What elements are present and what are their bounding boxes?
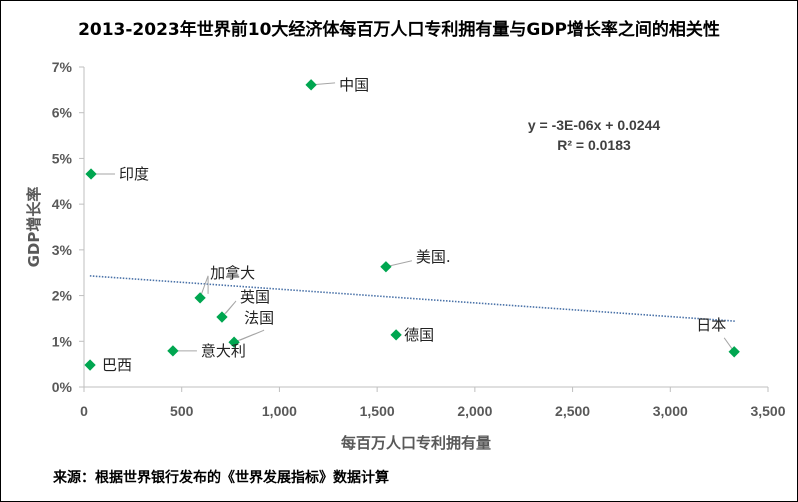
point-label: 英国 xyxy=(240,288,270,306)
x-tick-label: 1,500 xyxy=(360,403,395,419)
y-tick-label: 0% xyxy=(52,379,73,395)
data-point xyxy=(390,329,402,341)
point-label: 意大利 xyxy=(201,342,246,360)
data-point xyxy=(85,168,97,180)
y-tick-label: 4% xyxy=(52,196,73,212)
x-tick-label: 2,500 xyxy=(555,403,590,419)
trendline-equation: y = -3E-06x + 0.0244 xyxy=(528,117,661,133)
x-tick-label: 3,500 xyxy=(750,403,785,419)
y-tick-label: 7% xyxy=(52,59,73,75)
x-axis-label: 每百万人口专利拥有量 xyxy=(341,434,491,452)
data-point xyxy=(167,345,179,357)
y-axis-label: GDP增长率 xyxy=(25,187,43,268)
data-point xyxy=(194,292,206,304)
data-point xyxy=(216,311,228,323)
point-label: 日本 xyxy=(696,316,726,334)
y-tick-label: 6% xyxy=(52,105,73,121)
point-label: 美国. xyxy=(416,248,451,266)
y-tick-label: 3% xyxy=(52,242,73,258)
y-tick-label: 1% xyxy=(52,333,73,349)
data-point xyxy=(380,261,392,273)
leader-line xyxy=(221,300,237,318)
point-label: 印度 xyxy=(119,165,149,183)
point-label: 法国 xyxy=(244,309,274,327)
leader-line xyxy=(199,275,209,299)
x-tick-label: 2,000 xyxy=(457,403,492,419)
data-point xyxy=(84,359,96,371)
chart-title: 2013-2023年世界前10大经济体每百万人口专利拥有量与GDP增长率之间的相… xyxy=(78,20,720,40)
point-label: 德国 xyxy=(404,326,434,344)
data-point xyxy=(305,79,317,91)
x-tick-label: 500 xyxy=(170,403,194,419)
y-tick-label: 5% xyxy=(52,150,73,166)
source-note: 来源：根据世界银行发布的《世界发展指标》数据计算 xyxy=(53,470,389,486)
x-tick-label: 0 xyxy=(80,403,88,419)
data-point xyxy=(728,346,740,358)
data-point xyxy=(228,336,240,348)
point-label: 加拿大 xyxy=(210,264,255,282)
point-label: 中国 xyxy=(339,76,369,94)
y-tick-label: 2% xyxy=(52,288,73,304)
x-tick-label: 1,000 xyxy=(262,403,297,419)
point-label: 巴西 xyxy=(102,356,132,374)
x-tick-label: 3,000 xyxy=(653,403,688,419)
leader-line xyxy=(233,329,265,343)
r-squared-label: R² = 0.0183 xyxy=(557,137,631,153)
trendline xyxy=(89,275,735,322)
